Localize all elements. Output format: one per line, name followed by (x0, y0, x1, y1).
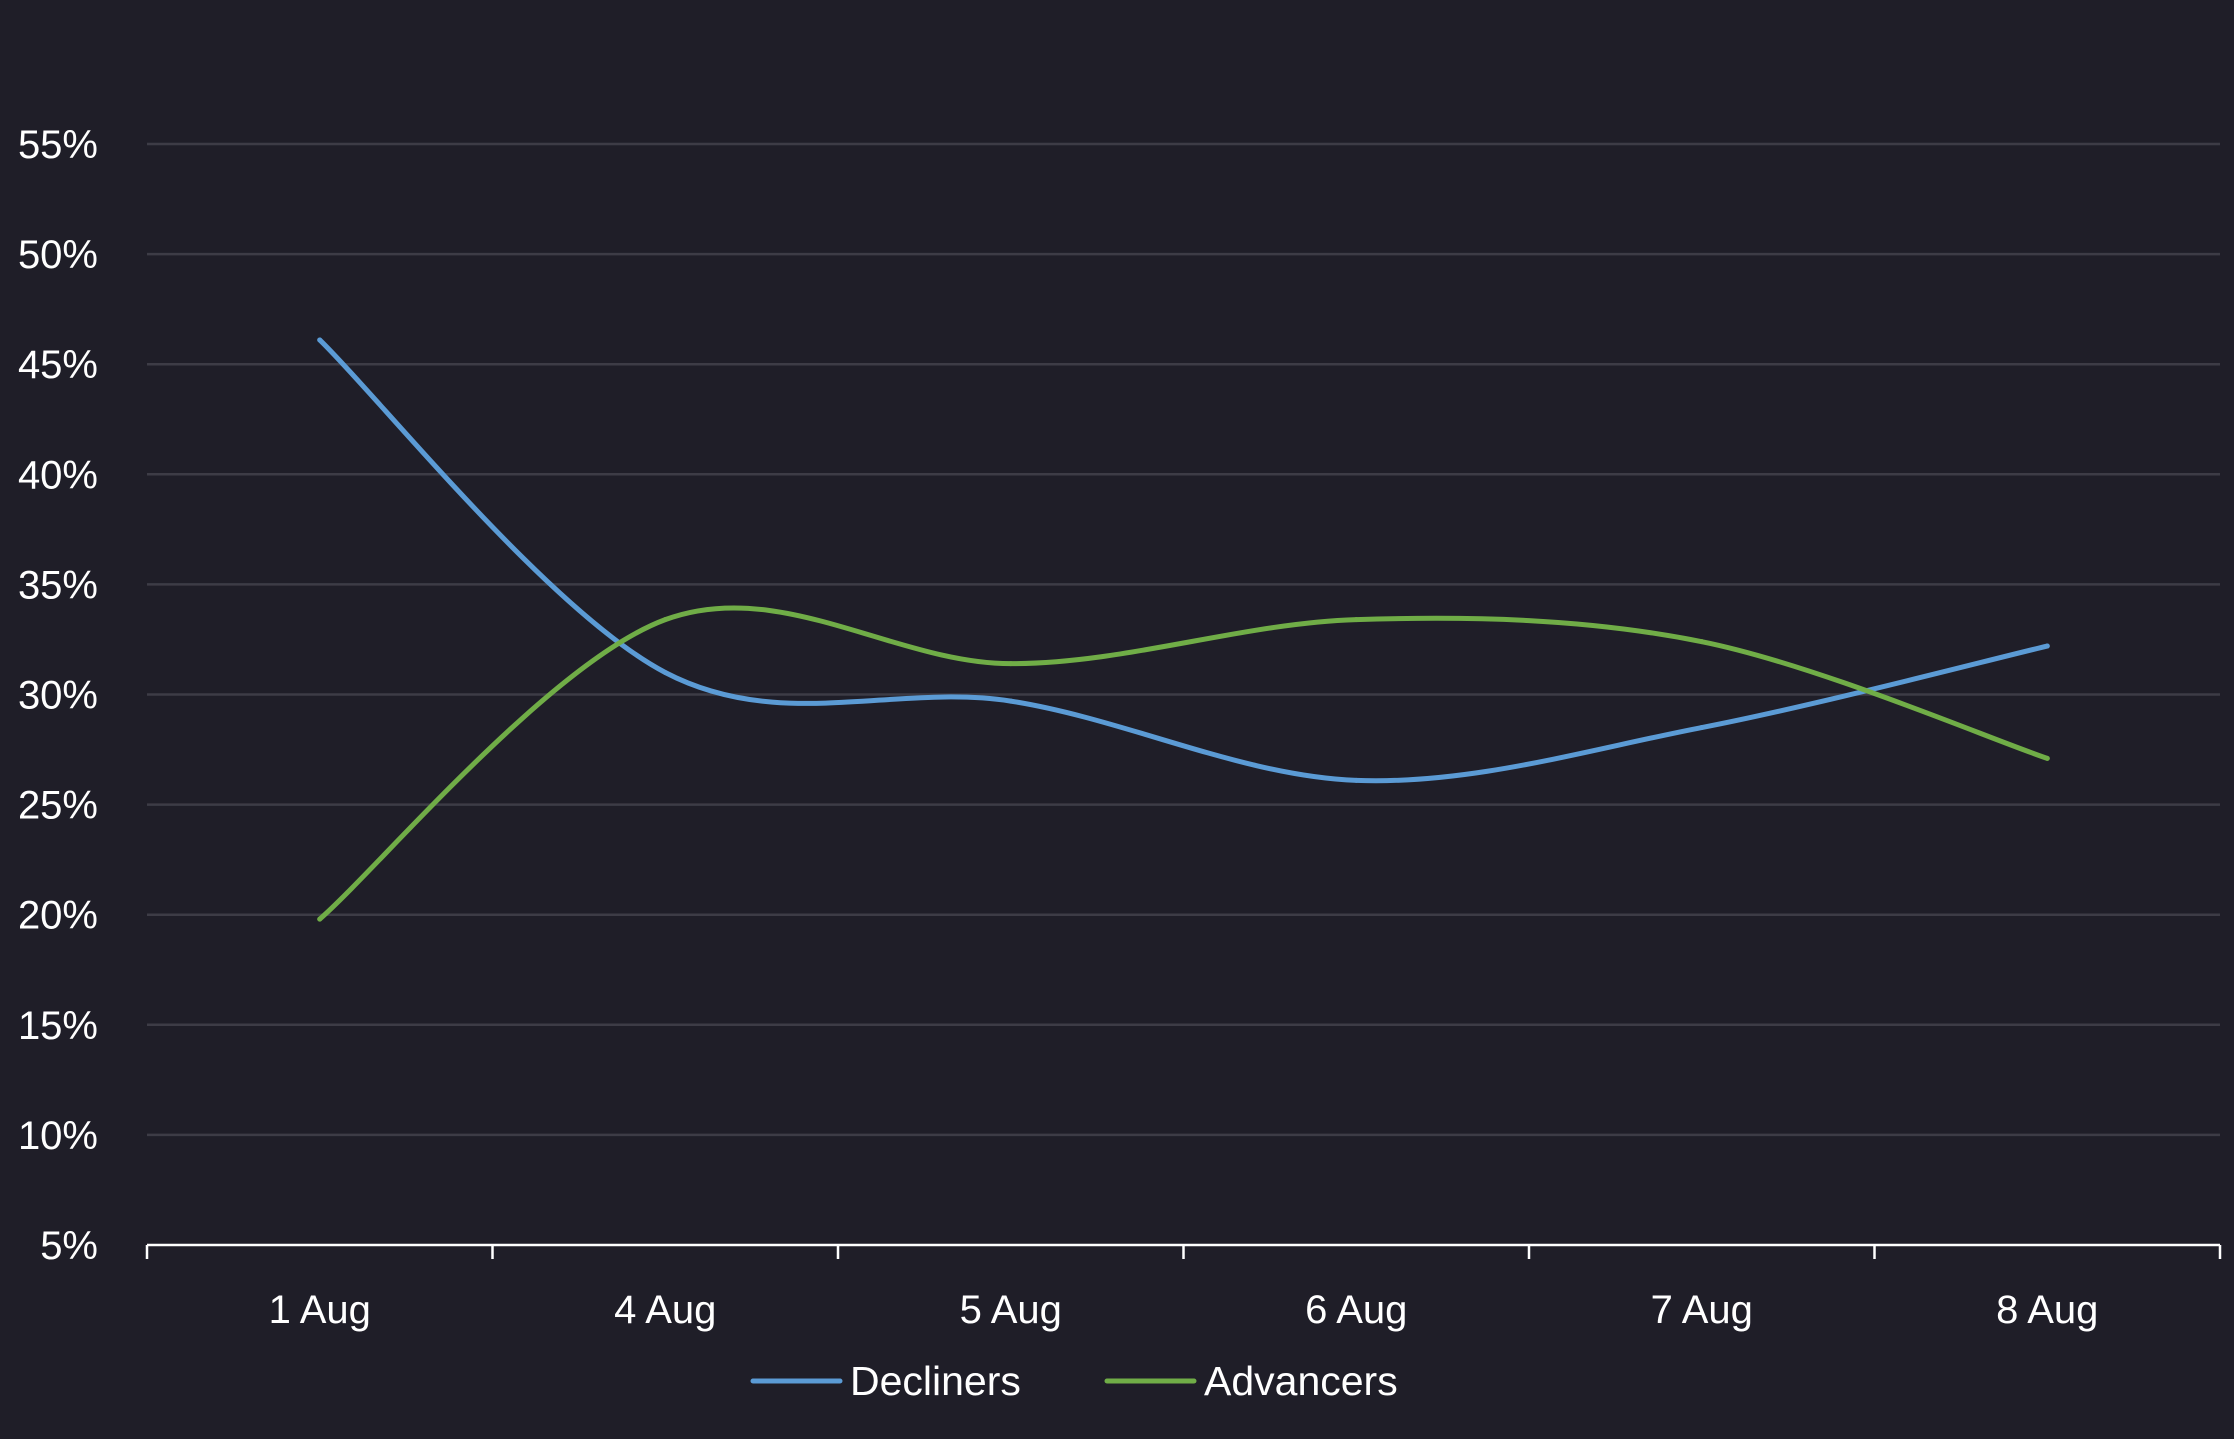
data-point-decliners (2044, 643, 2050, 649)
y-tick-label: 30% (18, 674, 98, 718)
legend-label: Decliners (850, 1358, 1021, 1404)
x-tick-label: 4 Aug (614, 1288, 716, 1332)
data-point-decliners (1699, 725, 1705, 731)
series-lines (317, 337, 2050, 922)
gridlines (147, 142, 2220, 1137)
data-point-advancers (662, 617, 668, 623)
y-tick-label: 55% (18, 123, 98, 167)
y-axis-tick-labels: 5% 10% 15% 20% 25% 30% 35% 40% 45% 50% 55% (18, 123, 98, 1268)
x-tick-label: 7 Aug (1651, 1288, 1753, 1332)
x-tick-label: 8 Aug (1996, 1288, 2098, 1332)
y-tick-label: 40% (18, 453, 98, 497)
x-tick-label: 1 Aug (269, 1288, 371, 1332)
data-point-decliners (1353, 777, 1359, 783)
data-point-advancers (317, 916, 323, 922)
x-axis (145, 1243, 2222, 1259)
data-point-advancers (1353, 617, 1359, 623)
y-tick-label: 45% (18, 343, 98, 387)
data-point-advancers (1699, 639, 1705, 645)
y-tick-label: 25% (18, 784, 98, 828)
y-tick-label: 5% (40, 1224, 98, 1268)
legend-label: Advancers (1204, 1358, 1398, 1404)
data-point-decliners (662, 669, 668, 675)
data-point-decliners (1008, 698, 1014, 704)
y-tick-label: 20% (18, 894, 98, 938)
legend: Decliners Advancers (750, 1358, 1398, 1404)
data-point-advancers (2044, 755, 2050, 761)
y-tick-label: 10% (18, 1114, 98, 1158)
data-point-advancers (1008, 661, 1014, 667)
series-line-decliners (317, 337, 2050, 784)
x-axis-tick-labels: 1 Aug 4 Aug 5 Aug 6 Aug 7 Aug 8 Aug (269, 1288, 2099, 1332)
x-tick-label: 6 Aug (1305, 1288, 1407, 1332)
x-tick-label: 5 Aug (960, 1288, 1062, 1332)
series-line-advancers (317, 605, 2050, 922)
y-tick-label: 35% (18, 563, 98, 607)
y-tick-label: 15% (18, 1004, 98, 1048)
legend-item-decliners[interactable]: Decliners (750, 1358, 1021, 1404)
data-point-decliners (317, 337, 323, 343)
legend-item-advancers[interactable]: Advancers (1104, 1358, 1398, 1404)
y-tick-label: 50% (18, 233, 98, 277)
